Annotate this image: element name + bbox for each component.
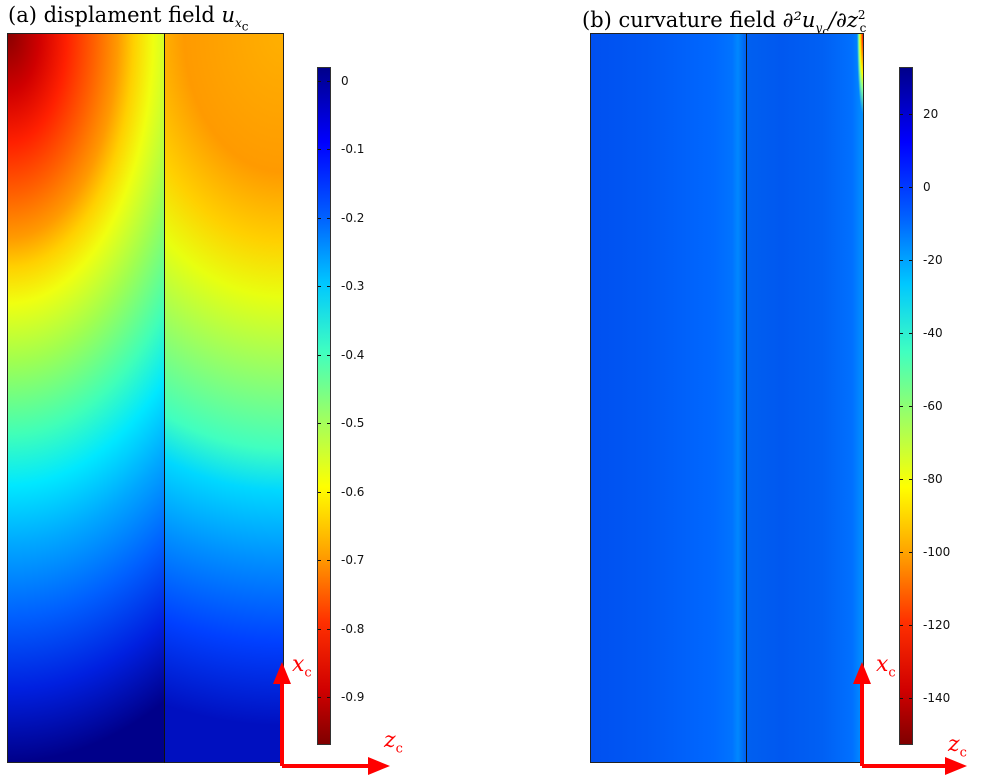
colorbar-tick-mark	[909, 478, 912, 480]
colorbar-tick-mark	[900, 624, 903, 626]
colorbar-tick-mark	[318, 286, 321, 288]
colorbar-tick-label: -0.5	[341, 416, 365, 431]
colorbar-tick-mark	[327, 423, 330, 425]
panel-b-title: (b) curvature field ∂²uyc/∂z2c	[582, 8, 867, 39]
colorbar-tick-label: -20	[923, 253, 943, 268]
panel-a-axes-arrows	[273, 662, 390, 775]
colorbar-tick-mark	[900, 187, 903, 189]
colorbar-tick-label: -140	[923, 690, 951, 705]
colorbar-tick-label: -0.1	[341, 142, 365, 157]
panel-a-z-axis-label: zc	[384, 728, 403, 757]
colorbar-tick-mark	[327, 697, 330, 699]
colorbar-tick-mark	[327, 286, 330, 288]
colorbar-tick-mark	[909, 624, 912, 626]
colorbar-tick-mark	[900, 406, 903, 407]
panel-a-title: (a) displament field uxc	[8, 3, 249, 34]
colorbar-tick-mark	[327, 149, 330, 151]
colorbar-tick-mark	[318, 423, 321, 425]
displacement-field-left	[7, 33, 165, 763]
colorbar-tick-label: 0	[341, 73, 349, 88]
colorbar-tick-mark	[900, 333, 903, 335]
panel-a-divider	[164, 33, 165, 763]
colorbar-tick-label: -0.9	[341, 690, 365, 705]
colorbar-tick-mark	[327, 560, 330, 562]
colorbar-tick-label: -40	[923, 326, 943, 341]
colorbar-tick-mark	[327, 217, 330, 219]
panel-b-divider	[746, 33, 747, 763]
colorbar-tick-mark	[327, 80, 330, 82]
colorbar-tick-mark	[327, 491, 330, 493]
colorbar-tick-mark	[900, 551, 903, 553]
panel-a-x-axis-label: xc	[292, 652, 312, 681]
colorbar-tick-mark	[900, 114, 903, 116]
colorbar-tick-label: -60	[923, 399, 943, 413]
colorbar-tick-mark	[909, 333, 912, 335]
colorbar-tick-mark	[327, 354, 330, 356]
panel-b-z-axis-label: zc	[948, 732, 967, 761]
colorbar-tick-mark	[909, 406, 912, 407]
colorbar-tick-mark	[909, 187, 912, 189]
colorbar-tick-label: -120	[923, 617, 951, 632]
colorbar-tick-label: -80	[923, 471, 943, 486]
colorbar-tick-mark	[900, 260, 903, 262]
colorbar-tick-label: -0.8	[341, 621, 365, 636]
colorbar-tick-label: 0	[923, 180, 931, 195]
colorbar-tick-label: -0.4	[341, 347, 365, 362]
colorbar-tick-mark	[909, 260, 912, 262]
colorbar-tick-label: -0.3	[341, 279, 365, 294]
colorbar-tick-label: -0.7	[341, 553, 365, 568]
panel-b-x-axis-label: xc	[876, 652, 896, 681]
colorbar-tick-label: 20	[923, 107, 939, 122]
colorbar-tick-mark	[900, 478, 903, 480]
panel-a-colorbar	[317, 67, 331, 745]
colorbar-tick-mark	[318, 80, 321, 82]
colorbar-tick-mark	[909, 114, 912, 116]
colorbar-tick-mark	[327, 628, 330, 630]
colorbar-tick-mark	[909, 697, 912, 699]
colorbar-tick-mark	[900, 697, 903, 699]
panel-b-axes-arrows	[853, 662, 967, 775]
colorbar-tick-mark	[318, 149, 321, 151]
colorbar-tick-label: -100	[923, 544, 951, 559]
colorbar-tick-mark	[318, 491, 321, 493]
colorbar-tick-mark	[318, 628, 321, 630]
panel-b-colorbar	[899, 67, 913, 745]
colorbar-tick-mark	[318, 560, 321, 562]
colorbar-tick-mark	[318, 354, 321, 356]
colorbar-tick-mark	[318, 697, 321, 699]
colorbar-tick-mark	[909, 551, 912, 553]
curvature-field-plot	[590, 33, 864, 763]
colorbar-tick-mark	[318, 217, 321, 219]
colorbar-tick-label: -0.2	[341, 210, 365, 225]
colorbar-tick-label: -0.6	[341, 484, 365, 499]
